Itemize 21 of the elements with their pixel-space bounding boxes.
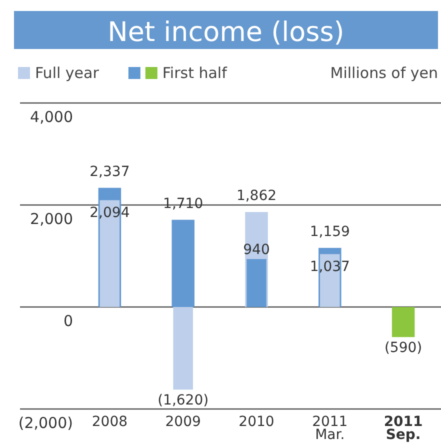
x-tick-label: 2011 Mar.	[312, 414, 348, 443]
y-tick-label: 2,000	[30, 210, 73, 228]
y-tick-label: 4,000	[30, 108, 73, 126]
data-label: 1,862	[236, 188, 277, 204]
data-label: 1,037	[310, 259, 350, 276]
data-label: 2,337	[90, 164, 130, 180]
y-tick-label: (2,000)	[18, 414, 73, 432]
data-label: 2,094	[90, 205, 130, 222]
data-label: 940	[243, 242, 270, 258]
data-label: 1,159	[310, 224, 350, 240]
data-label: (1,620)	[158, 392, 209, 409]
x-tick-label: 2010	[238, 414, 274, 430]
y-tick-label: 0	[63, 312, 73, 330]
data-label: (590)	[384, 340, 422, 356]
chart-title: Net income (loss)	[108, 17, 344, 48]
legend-label: First half	[162, 64, 228, 82]
legend-label: Full year	[35, 64, 100, 82]
x-tick-label: 2011 Sep.	[384, 414, 423, 443]
x-tick-label: 2008	[92, 414, 128, 430]
x-tick-label: 2009	[165, 414, 201, 430]
y-axis-title: Millions of yen	[330, 64, 438, 82]
